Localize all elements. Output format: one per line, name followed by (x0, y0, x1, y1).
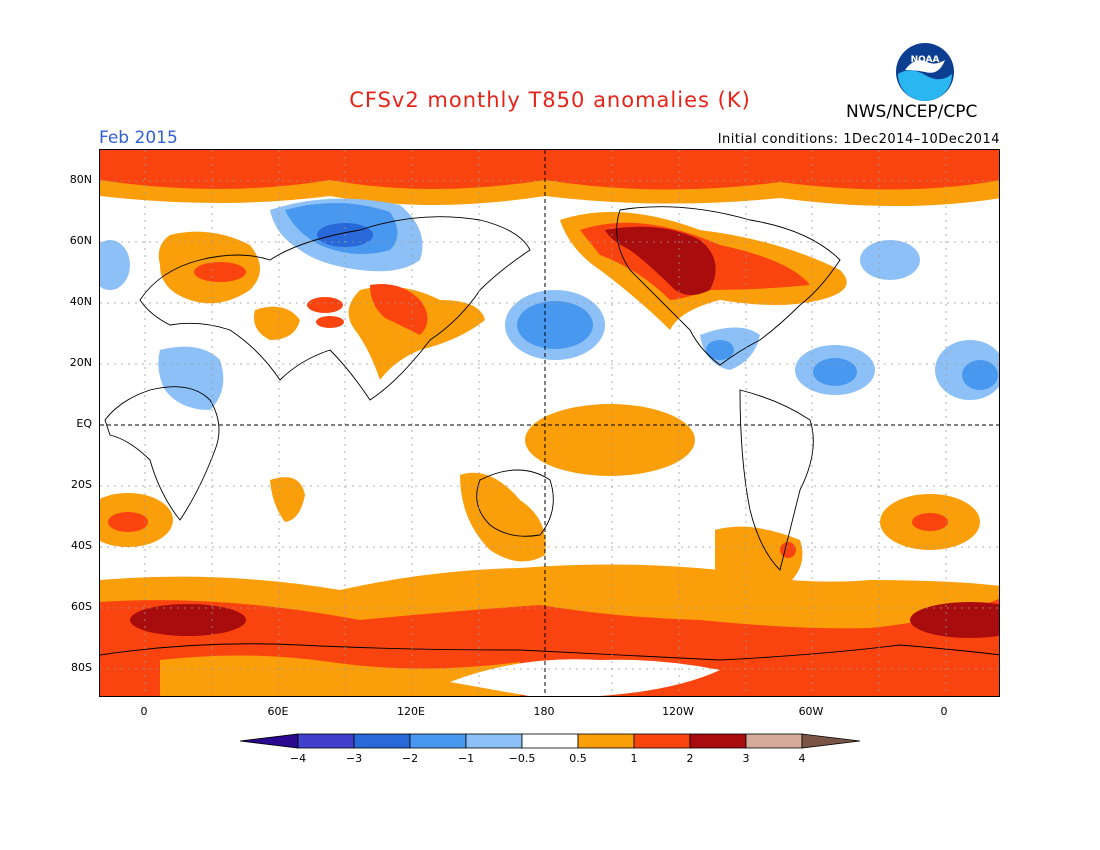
south-atlantic-darkred-east (910, 602, 999, 638)
lat-label-20n: 20N (69, 356, 92, 369)
colorbar-label: 0.5 (569, 752, 587, 765)
lat-label-40n: 40N (69, 295, 92, 308)
lat-label-60n: 60N (69, 234, 92, 247)
south-atlantic-darkred (130, 604, 246, 636)
colorbar-label: −0.5 (508, 752, 536, 765)
lat-label-80n: 80N (69, 173, 92, 186)
lat-label-40s: 40S (71, 539, 92, 552)
map-title: CFSv2 monthly T850 anomalies (K) (349, 88, 751, 112)
lon-label-180: 180 (533, 705, 555, 718)
colorbar-bin-8 (689, 733, 747, 749)
anomaly-map (99, 149, 1000, 697)
colorbar-bin-3 (409, 733, 467, 749)
colorbar-bin-6 (577, 733, 635, 749)
lat-label-80s: 80S (71, 661, 92, 674)
lon-label-0-east: 0 (940, 705, 948, 718)
agency-label: NWS/NCEP/CPC (846, 102, 978, 122)
antarctic-white-patch (450, 659, 720, 696)
noaa-logo: NOAA (896, 43, 954, 101)
colorbar-label: 2 (686, 752, 694, 765)
lat-label-60s: 60S (71, 600, 92, 613)
colorbar-label: −4 (289, 752, 307, 765)
anomaly-field (100, 150, 999, 696)
arctic-warm-edge (100, 180, 999, 206)
colorbar-bin-10 (801, 733, 861, 749)
colorbar (239, 733, 861, 749)
initial-conditions: Initial conditions: 1Dec2014–10Dec2014 (717, 132, 1000, 147)
forecast-month: Feb 2015 (99, 128, 178, 148)
colorbar-bin-9 (745, 733, 803, 749)
lon-label-120e: 120E (397, 705, 425, 718)
lat-lon-grid (100, 150, 999, 696)
colorbar-label: 1 (630, 752, 638, 765)
colorbar-label: −3 (345, 752, 363, 765)
lon-label-120w: 120W (662, 705, 694, 718)
colorbar-bin-2 (353, 733, 411, 749)
colorbar-bin-0 (239, 733, 299, 749)
colorbar-bin-5 (521, 733, 579, 749)
colorbar-bin-1 (297, 733, 355, 749)
antarctic-orange-patch (160, 655, 520, 696)
tropical-pacific-warm (525, 404, 695, 476)
lat-label-20s: 20S (71, 478, 92, 491)
logo-text: NOAA (911, 55, 940, 65)
colorbar-bin-4 (465, 733, 523, 749)
colorbar-label: 3 (742, 752, 750, 765)
lat-label-eq: EQ (76, 417, 92, 430)
lon-label-0: 0 (140, 705, 148, 718)
colorbar-bin-7 (633, 733, 691, 749)
lon-label-60e: 60E (267, 705, 289, 718)
colorbar-label: −1 (457, 752, 475, 765)
colorbar-label: 4 (798, 752, 806, 765)
colorbar-label: −2 (401, 752, 419, 765)
lon-label-60w: 60W (798, 705, 824, 718)
